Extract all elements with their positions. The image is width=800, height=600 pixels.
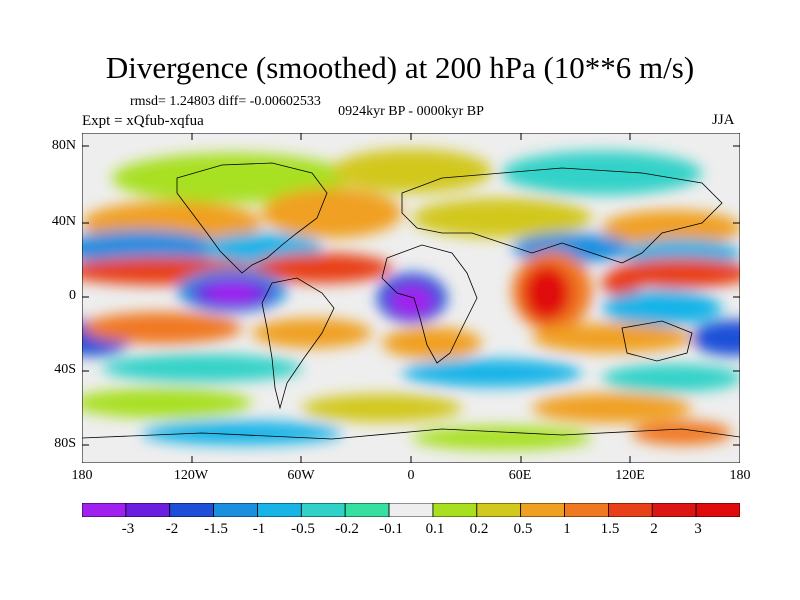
- lon-label-120w: 120W: [173, 468, 209, 483]
- colorbar-label: -0.1: [379, 521, 403, 537]
- colorbar-swatch: [344, 503, 390, 517]
- colorbar-label: -1.5: [204, 521, 228, 537]
- lat-label-40n: 40N: [51, 214, 76, 229]
- colorbar-swatch: [169, 503, 215, 517]
- colorbar-swatch: [213, 503, 258, 517]
- colorbar-label: -0.2: [335, 521, 359, 537]
- colorbar-label: 0.1: [425, 521, 445, 537]
- lon-label-0: 0: [407, 468, 415, 483]
- lat-label-80s: 80S: [54, 436, 76, 451]
- colorbar-label: -0.5: [291, 521, 315, 537]
- plot-title: Divergence (smoothed) at 200 hPa (10**6 …: [105, 50, 695, 85]
- colorbar-label: -1: [252, 521, 266, 537]
- season-label: JJA: [712, 112, 735, 128]
- divergence-map: [82, 133, 740, 463]
- colorbar-swatch: [257, 503, 302, 517]
- lon-label-60w: 60W: [287, 468, 315, 483]
- colorbar-swatch: [82, 503, 127, 517]
- lon-label-180w: 180: [71, 468, 93, 483]
- colorbar-label: 2: [650, 521, 658, 537]
- lon-label-180e: 180: [729, 468, 751, 483]
- lat-label-0: 0: [69, 288, 76, 303]
- colorbar-label: -2: [165, 521, 179, 537]
- lon-label-60e: 60E: [508, 468, 532, 483]
- colorbar-swatch: [651, 503, 697, 517]
- lat-label-40s: 40S: [54, 362, 76, 377]
- colorbar-swatch: [564, 503, 609, 517]
- colorbar-swatch: [432, 503, 478, 517]
- colorbar-swatch: [608, 503, 653, 517]
- colorbar-label: 3: [694, 521, 702, 537]
- colorbar-label: 0.5: [513, 521, 533, 537]
- period-label: 0924kyr BP - 0000kyr BP: [338, 104, 484, 119]
- colorbar-swatch: [520, 503, 565, 517]
- colorbar-swatch: [125, 503, 171, 517]
- colorbar-label: -3: [121, 521, 135, 537]
- lat-label-80n: 80N: [51, 138, 76, 153]
- lon-label-120e: 120E: [615, 468, 645, 483]
- experiment-label: Expt = xQfub-xqfua: [82, 113, 204, 129]
- colorbar: [82, 503, 740, 517]
- colorbar-label: 0.2: [469, 521, 489, 537]
- colorbar-swatch: [300, 503, 346, 517]
- colorbar-swatch: [388, 503, 434, 517]
- colorbar-label: 1.5: [600, 521, 620, 537]
- colorbar-swatch: [695, 503, 740, 517]
- colorbar-label: 1: [563, 521, 571, 537]
- stats-text: rmsd= 1.24803 diff= -0.00602533: [130, 94, 321, 109]
- colorbar-swatch: [476, 503, 522, 517]
